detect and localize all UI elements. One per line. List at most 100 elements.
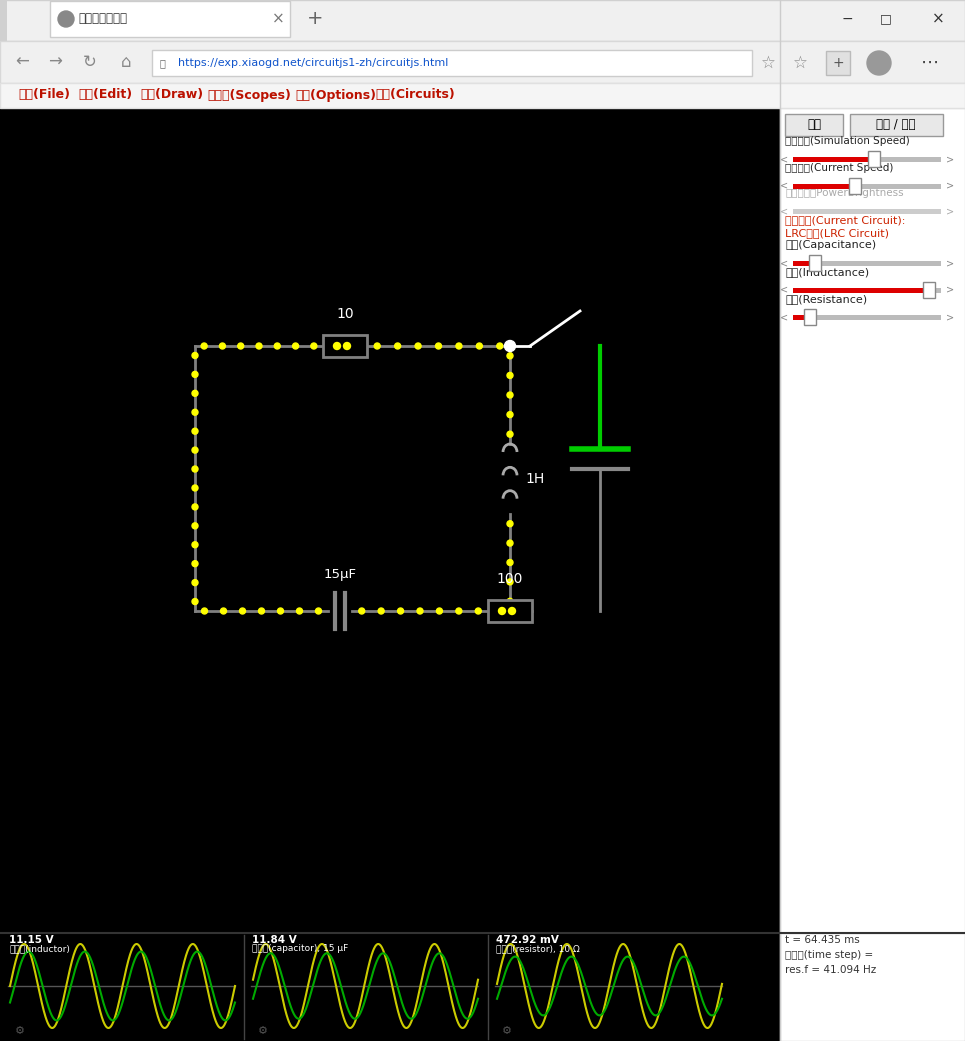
Text: 1H: 1H bbox=[525, 472, 544, 486]
Circle shape bbox=[296, 608, 302, 614]
Text: >: > bbox=[946, 206, 954, 215]
Circle shape bbox=[192, 504, 198, 510]
Bar bbox=[793, 157, 941, 162]
Text: 文件(File): 文件(File) bbox=[18, 88, 70, 102]
Text: →: → bbox=[48, 53, 62, 71]
Circle shape bbox=[499, 608, 506, 614]
Bar bbox=[0, 41, 965, 83]
Circle shape bbox=[192, 523, 198, 529]
Text: ⌂: ⌂ bbox=[121, 53, 131, 71]
Circle shape bbox=[455, 342, 462, 349]
Text: +: + bbox=[832, 56, 843, 70]
Bar bbox=[0, 83, 965, 108]
Circle shape bbox=[512, 608, 518, 614]
Text: <: < bbox=[780, 312, 788, 322]
Text: 电阻器(resistor), 10 Ω: 电阻器(resistor), 10 Ω bbox=[496, 944, 580, 953]
Circle shape bbox=[507, 411, 513, 417]
Circle shape bbox=[374, 342, 380, 349]
Text: >: > bbox=[946, 258, 954, 268]
Text: ←: ← bbox=[15, 53, 29, 71]
Circle shape bbox=[278, 608, 284, 614]
Circle shape bbox=[239, 608, 245, 614]
Text: 15μF: 15μF bbox=[323, 568, 356, 581]
Circle shape bbox=[523, 608, 530, 614]
Text: <: < bbox=[780, 181, 788, 191]
Circle shape bbox=[201, 342, 207, 349]
Text: <: < bbox=[780, 154, 788, 164]
Text: 11.15 V: 11.15 V bbox=[9, 935, 54, 945]
Bar bbox=[0, 933, 780, 1041]
Circle shape bbox=[219, 342, 226, 349]
Circle shape bbox=[192, 561, 198, 566]
Circle shape bbox=[192, 428, 198, 434]
Bar bbox=[793, 288, 929, 293]
Circle shape bbox=[220, 608, 227, 614]
Circle shape bbox=[497, 342, 503, 349]
Circle shape bbox=[398, 608, 403, 614]
Text: ×: × bbox=[271, 11, 285, 26]
Bar bbox=[868, 151, 880, 167]
Text: 电流速度(Current Speed): 电流速度(Current Speed) bbox=[785, 163, 894, 173]
Text: <: < bbox=[780, 258, 788, 268]
Bar bbox=[780, 933, 965, 1041]
Text: 虚拟电路实验室: 虚拟电路实验室 bbox=[78, 12, 127, 25]
Circle shape bbox=[476, 608, 482, 614]
Text: □: □ bbox=[880, 12, 892, 25]
Circle shape bbox=[507, 579, 513, 585]
Bar bbox=[793, 315, 941, 320]
Bar bbox=[793, 288, 941, 293]
Circle shape bbox=[867, 51, 891, 75]
Circle shape bbox=[259, 608, 264, 614]
Text: +: + bbox=[307, 9, 323, 28]
Circle shape bbox=[507, 353, 513, 359]
Circle shape bbox=[436, 608, 442, 614]
Bar bbox=[152, 50, 752, 76]
Circle shape bbox=[237, 342, 244, 349]
Text: 电感(Inductance): 电感(Inductance) bbox=[785, 266, 869, 277]
Circle shape bbox=[507, 520, 513, 527]
Circle shape bbox=[58, 11, 74, 27]
Circle shape bbox=[192, 447, 198, 453]
Circle shape bbox=[192, 485, 198, 491]
Bar bbox=[793, 157, 874, 162]
Text: 示波器(Scopes): 示波器(Scopes) bbox=[207, 88, 290, 102]
Bar bbox=[804, 309, 816, 325]
Circle shape bbox=[344, 342, 350, 350]
Circle shape bbox=[274, 342, 280, 349]
Text: ×: × bbox=[931, 11, 945, 26]
Circle shape bbox=[507, 540, 513, 547]
Text: >: > bbox=[946, 312, 954, 322]
Circle shape bbox=[256, 342, 262, 349]
Text: ☆: ☆ bbox=[760, 54, 776, 72]
Text: https://exp.xiaogd.net/circuitjs1-zh/circuitjs.html: https://exp.xiaogd.net/circuitjs1-zh/cir… bbox=[178, 58, 449, 68]
Circle shape bbox=[192, 580, 198, 586]
Circle shape bbox=[507, 373, 513, 378]
Bar bbox=[793, 209, 941, 214]
Text: <: < bbox=[780, 206, 788, 215]
Circle shape bbox=[378, 608, 384, 614]
Text: 🔒: 🔒 bbox=[160, 58, 166, 68]
Text: 电感器(inductor): 电感器(inductor) bbox=[9, 944, 69, 953]
Bar bbox=[0, 0, 7, 41]
Text: ↻: ↻ bbox=[83, 53, 96, 71]
Circle shape bbox=[192, 353, 198, 358]
Text: ⚙: ⚙ bbox=[15, 1026, 25, 1036]
Text: 选项(Options): 选项(Options) bbox=[295, 88, 376, 102]
Text: 运行 / 停止: 运行 / 停止 bbox=[876, 119, 916, 131]
Text: 电路(Circuits): 电路(Circuits) bbox=[375, 88, 455, 102]
Text: <: < bbox=[780, 285, 788, 295]
Text: 电容(Capacitance): 电容(Capacitance) bbox=[785, 240, 876, 250]
Bar bbox=[0, 108, 780, 933]
Text: −: − bbox=[841, 12, 853, 26]
Bar bbox=[793, 184, 941, 189]
Text: ⋯: ⋯ bbox=[921, 54, 939, 72]
Circle shape bbox=[435, 342, 442, 349]
Circle shape bbox=[507, 431, 513, 437]
Text: 功率的亮度PowerBrightness: 功率的亮度PowerBrightness bbox=[785, 188, 903, 198]
Circle shape bbox=[311, 342, 317, 349]
Bar bbox=[785, 115, 843, 136]
Text: >: > bbox=[946, 181, 954, 191]
Circle shape bbox=[507, 559, 513, 565]
Text: ⚙: ⚙ bbox=[258, 1026, 268, 1036]
Text: ⚙: ⚙ bbox=[502, 1026, 512, 1036]
